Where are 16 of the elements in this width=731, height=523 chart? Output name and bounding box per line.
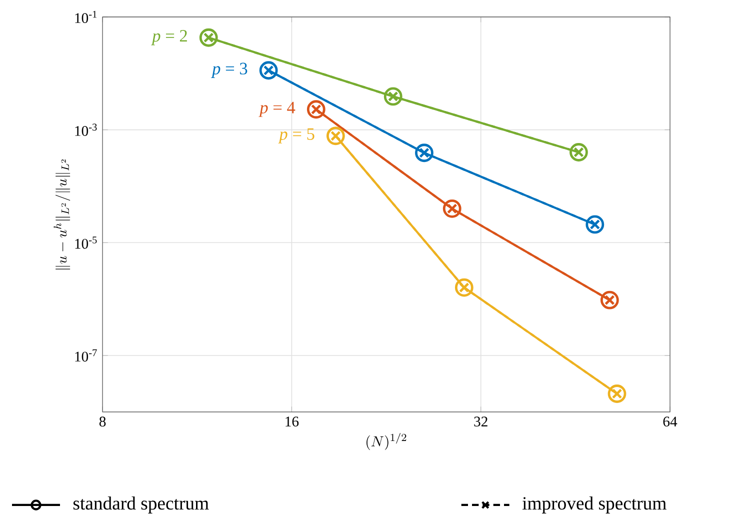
text: improved spectrum [522,496,666,514]
x-tick-label: 8 [99,416,106,427]
x-tick-label: 32 [474,416,488,426]
y-axis-title: $\|u-u^h\|_{L^2}/\|u\|_{L^2}$ [54,159,70,270]
series-label: p = 4 [258,102,296,117]
x-tick-label: 64 [663,416,678,426]
y-tick-label: 10$^{-7}$ [75,349,97,362]
text: standard spectrum [73,496,209,514]
x-tick-label: 16 [286,416,299,426]
series-label: p = 2 [151,30,187,46]
y-tick-label: 10$^{-3}$ [75,124,97,136]
series-label: p = 3 [211,62,248,78]
series-label: p = 5 [278,128,314,144]
y-tick-label: 10$^{-5}$ [75,236,97,249]
y-tick-label: 10$^{-1}$ [75,10,97,24]
x-axis-title: $(N)^{1/2}$ [366,433,406,450]
